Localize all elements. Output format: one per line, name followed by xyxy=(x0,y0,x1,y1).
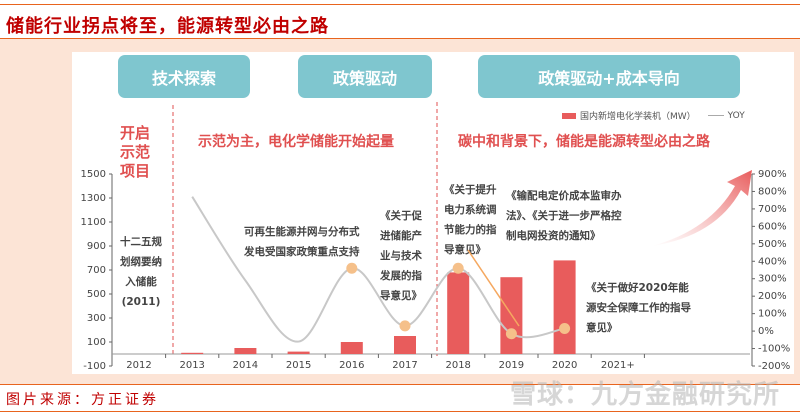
x-tick-label: 2017 xyxy=(392,360,417,371)
bar-2013 xyxy=(181,352,204,354)
left-tick-label: 900 xyxy=(87,241,106,252)
annotation-2016: 可再生能源并网与分布式发电受国家政策重点支持 xyxy=(244,226,360,258)
yoy-line xyxy=(191,196,565,343)
bar-2015 xyxy=(287,351,310,354)
left-tick-label: 300 xyxy=(87,313,106,324)
x-tick-label: 2019 xyxy=(499,360,524,371)
annotation-2017: 《关于促进储能产业与技术发展的指导意见》 xyxy=(380,210,422,302)
source-note: 图片来源：方正证券 xyxy=(6,392,159,408)
phase-tech-exploration: 技术探索 xyxy=(118,55,250,98)
right-tick-label: 400% xyxy=(758,256,787,267)
right-tick-label: 500% xyxy=(758,239,787,250)
yoy-marker-2016 xyxy=(346,262,358,274)
x-tick-label: 2016 xyxy=(339,360,364,371)
growth-arrow-icon xyxy=(652,170,752,246)
yoy-marker-2020 xyxy=(559,322,571,334)
annotation-2011: 十二五规划纲要纳入储能(2011) xyxy=(120,236,162,308)
bar-2020 xyxy=(553,260,576,354)
x-tick-label: 2013 xyxy=(179,360,204,371)
caption-phase1: 开启示范项目 xyxy=(120,124,151,180)
right-tick-label: 600% xyxy=(758,221,787,232)
legend: 国内新增电化学装机（MW） YOY xyxy=(562,109,745,122)
left-tick-label: 1500 xyxy=(81,169,106,180)
x-tick-label: 2018 xyxy=(445,360,470,371)
left-tick-label: 100 xyxy=(87,337,106,348)
yoy-marker-2019 xyxy=(505,328,517,340)
annotation-2018: 《关于提升电力系统调节能力的指导意见》 xyxy=(444,184,497,256)
x-tick-label: 2021+ xyxy=(601,360,635,371)
page-title: 储能行业拐点将至，能源转型必由之路 xyxy=(6,16,329,37)
yoy-marker-2018 xyxy=(452,262,464,274)
left-tick-label: 700 xyxy=(87,265,106,276)
bar-2018 xyxy=(447,272,470,354)
bar-2017 xyxy=(394,336,416,354)
right-tick-label: -200% xyxy=(758,361,790,372)
annotation-2020: 《关于做好2020年能源安全保障工作的指导意见》 xyxy=(586,282,691,334)
bar-2014 xyxy=(234,348,257,354)
x-tick-label: 2012 xyxy=(126,360,151,371)
phase-policy-cost-driven: 政策驱动+成本导向 xyxy=(478,55,740,98)
right-tick-label: 900% xyxy=(758,169,787,180)
chart-panel xyxy=(72,52,794,374)
bar-2016 xyxy=(340,342,363,354)
left-tick-label: -100 xyxy=(83,361,106,372)
legend-line-label: YOY xyxy=(727,110,745,121)
x-tick-label: 2014 xyxy=(233,360,258,371)
left-tick-label: 1100 xyxy=(81,217,106,228)
right-tick-label: 300% xyxy=(758,274,787,285)
right-tick-label: -100% xyxy=(758,344,790,355)
caption-phase3: 碳中和背景下，储能是能源转型必由之路 xyxy=(458,134,710,150)
legend-line-swatch xyxy=(707,115,724,116)
phase-policy-driven: 政策驱动 xyxy=(298,55,432,98)
right-tick-label: 700% xyxy=(758,204,787,215)
right-tick-label: 0% xyxy=(758,326,774,337)
caption-phase2: 示范为主，电化学储能开始起量 xyxy=(198,134,394,150)
left-tick-label: 1300 xyxy=(81,193,106,204)
right-tick-label: 100% xyxy=(758,309,787,320)
footer-rule-bottom xyxy=(0,411,800,412)
footer-rule-top xyxy=(0,384,800,385)
annotation-2019: 《输配电定价成本监审办法》、《关于进一步严格控制电网投资的通知》 xyxy=(506,190,622,242)
right-tick-label: 200% xyxy=(758,291,787,302)
annotation-pointer xyxy=(467,249,520,327)
legend-bar-label: 国内新增电化学装机（MW） xyxy=(580,112,696,122)
title-rule xyxy=(0,38,800,39)
watermark: 雪球：九方金融研究所 xyxy=(510,380,781,410)
right-tick-label: 800% xyxy=(758,186,787,197)
legend-bar-swatch xyxy=(562,112,576,119)
x-tick-label: 2020 xyxy=(552,360,577,371)
x-tick-label: 2015 xyxy=(286,360,311,371)
left-tick-label: 500 xyxy=(87,289,106,300)
yoy-marker-2017 xyxy=(399,320,411,332)
top-rule xyxy=(0,4,800,5)
